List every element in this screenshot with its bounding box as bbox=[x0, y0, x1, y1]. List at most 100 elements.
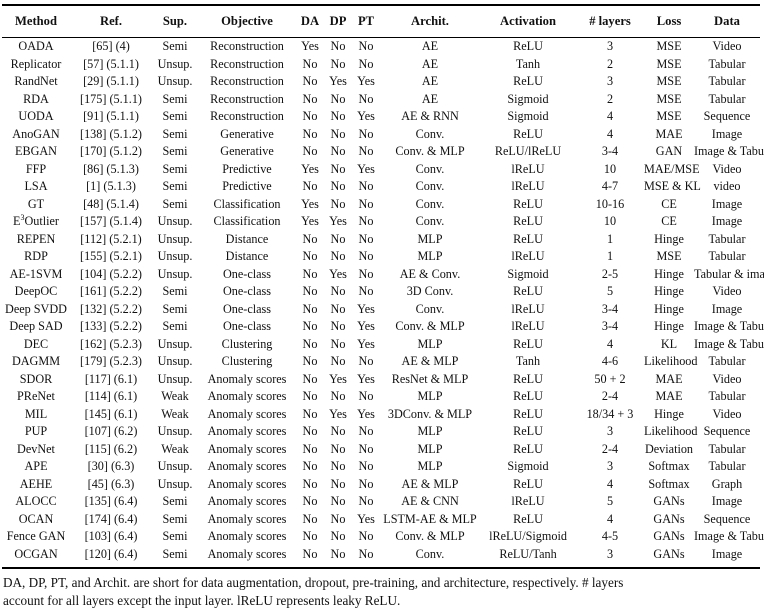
cell-objective: Classification bbox=[213, 196, 281, 211]
cell-pt: No bbox=[358, 441, 374, 456]
cell-pt: No bbox=[358, 39, 374, 54]
cell-data: Video bbox=[712, 161, 742, 176]
cell-supervision: Semi bbox=[162, 39, 188, 54]
table-row: EBGAN [170] (5.1.2) Semi Generative No No No Co… bbox=[2, 143, 764, 161]
cell-layers: 3 bbox=[606, 546, 614, 561]
cell-supervision: Semi bbox=[162, 161, 188, 176]
cell-method: GT bbox=[27, 196, 45, 211]
table-row: DEC [162] (5.2.3) Unsup. Clustering No No Yes M… bbox=[2, 336, 764, 354]
cell-architecture: Conv. & MLP bbox=[395, 144, 465, 159]
cell-loss: MSE bbox=[656, 91, 682, 106]
cell-supervision: Unsup. bbox=[157, 424, 193, 439]
cell-pt: No bbox=[358, 266, 374, 281]
cell-objective: One-class bbox=[222, 284, 272, 299]
cell-da: No bbox=[302, 266, 318, 281]
cell-ref: [1] (5.1.3) bbox=[86, 179, 136, 194]
cell-activation: Sigmoid bbox=[507, 91, 549, 106]
cell-pt: No bbox=[358, 354, 374, 369]
cell-ref: [135] (6.4) bbox=[84, 494, 138, 509]
cell-supervision: Semi bbox=[162, 109, 188, 124]
cell-data: Image & Tabular bbox=[694, 529, 764, 544]
cell-da: No bbox=[302, 476, 318, 491]
cell-activation: lReLU bbox=[511, 319, 545, 334]
cell-dp: No bbox=[330, 511, 346, 526]
cell-data: Sequence bbox=[703, 511, 751, 526]
cell-objective: Anomaly scores bbox=[207, 529, 287, 544]
cell-ref: [29] (5.1.1) bbox=[83, 74, 139, 89]
cell-method: AEHE bbox=[19, 476, 53, 491]
cell-ref: [162] (5.2.3) bbox=[80, 336, 142, 351]
cell-loss: GANs bbox=[653, 529, 685, 544]
cell-layers: 3 bbox=[606, 39, 614, 54]
cell-activation: ReLU bbox=[513, 389, 543, 404]
cell-loss: Softmax bbox=[648, 476, 690, 491]
cell-data: Tabular & image bbox=[694, 266, 764, 281]
cell-layers: 18/34 + 3 bbox=[586, 406, 634, 421]
cell-data: Video bbox=[712, 406, 742, 421]
cell-data: Tabular bbox=[708, 231, 746, 246]
cell-method: DAGMM bbox=[11, 354, 61, 369]
cell-layers: 4 bbox=[606, 336, 614, 351]
cell-pt: No bbox=[358, 214, 374, 229]
cell-data: Image & Tabular bbox=[694, 319, 764, 334]
cell-dp: No bbox=[330, 354, 346, 369]
cell-layers: 10 bbox=[603, 161, 617, 176]
table-row: Replicator [57] (5.1.1) Unsup. Reconstructi… bbox=[2, 56, 760, 74]
cell-activation: ReLU bbox=[513, 231, 543, 246]
cell-ref: [133] (5.2.2) bbox=[80, 319, 142, 334]
cell-activation: ReLU bbox=[513, 39, 543, 54]
table-row: OCGAN [120] (6.4) Semi Anomaly scores No No No… bbox=[2, 546, 760, 564]
header-ref: Ref. bbox=[99, 14, 123, 28]
cell-layers: 10-16 bbox=[595, 196, 625, 211]
cell-supervision: Unsup. bbox=[157, 56, 193, 71]
cell-architecture: Conv. bbox=[415, 126, 445, 141]
cell-architecture: MLP bbox=[417, 249, 443, 264]
cell-pt: Yes bbox=[357, 511, 375, 526]
cell-loss: Hinge bbox=[654, 406, 684, 421]
cell-data: Image bbox=[711, 126, 743, 141]
cell-objective: Classification bbox=[213, 214, 281, 229]
cell-dp: No bbox=[330, 284, 346, 299]
cell-da: No bbox=[302, 494, 318, 509]
cell-method: ALOCC bbox=[15, 494, 57, 509]
cell-pt: No bbox=[358, 284, 374, 299]
cell-pt: No bbox=[358, 476, 374, 491]
cell-data: Image bbox=[711, 494, 743, 509]
cell-architecture: ResNet & MLP bbox=[391, 371, 469, 386]
cell-data: Image bbox=[711, 301, 743, 316]
cell-architecture: Conv. & MLP bbox=[395, 529, 465, 544]
cell-dp: No bbox=[330, 91, 346, 106]
cell-objective: Reconstruction bbox=[210, 74, 284, 89]
cell-method: DEC bbox=[23, 336, 49, 351]
cell-loss: GANs bbox=[653, 546, 685, 561]
table-row: PUP [107] (6.2) Unsup. Anomaly scores No No No… bbox=[2, 423, 760, 441]
cell-architecture: AE & MLP bbox=[401, 354, 459, 369]
cell-dp: No bbox=[330, 336, 346, 351]
table-row: REPEN [112] (5.2.1) Unsup. Distance No No No ML… bbox=[2, 231, 760, 249]
cell-data: Tabular bbox=[708, 389, 746, 404]
cell-method: LSA bbox=[24, 179, 48, 194]
cell-da: Yes bbox=[301, 161, 319, 176]
cell-pt: No bbox=[358, 196, 374, 211]
cell-ref: [30] (6.3) bbox=[87, 459, 135, 474]
cell-layers: 4 bbox=[606, 511, 614, 526]
cell-objective: Predictive bbox=[222, 179, 272, 194]
cell-loss: GAN bbox=[655, 144, 683, 159]
cell-activation: ReLU bbox=[513, 126, 543, 141]
table-row: UODA [91] (5.1.1) Semi Reconstruction No No Ye… bbox=[2, 108, 760, 126]
cell-da: No bbox=[302, 231, 318, 246]
header-objective: Objective bbox=[221, 14, 273, 28]
cell-method: Fence GAN bbox=[6, 529, 66, 544]
cell-layers: 4-7 bbox=[601, 179, 619, 194]
cell-data: Tabular bbox=[708, 249, 746, 264]
cell-activation: lReLU bbox=[511, 161, 545, 176]
header-loss: Loss bbox=[656, 14, 682, 28]
cell-objective: Reconstruction bbox=[210, 91, 284, 106]
cell-loss: Softmax bbox=[648, 459, 690, 474]
table-row: PReNet [114] (6.1) Weak Anomaly scores No No N… bbox=[2, 388, 760, 406]
cell-dp: No bbox=[330, 389, 346, 404]
cell-method: REPEN bbox=[16, 231, 56, 246]
cell-data: Image & Tabular bbox=[694, 144, 764, 159]
cell-activation: lReLU bbox=[511, 301, 545, 316]
table-top-rule bbox=[2, 4, 760, 6]
